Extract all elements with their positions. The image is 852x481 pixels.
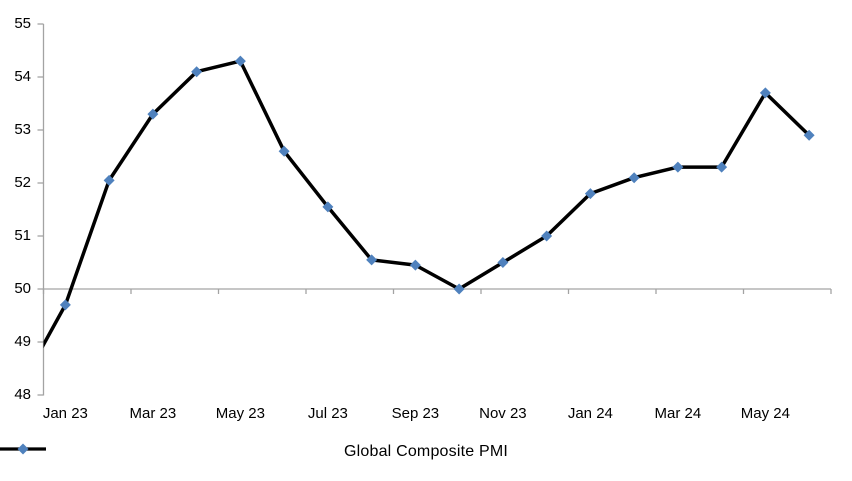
pmi-marker — [191, 66, 203, 78]
y-axis-tick-label: 52 — [14, 174, 31, 191]
pmi-marker — [59, 299, 71, 311]
pmi-marker — [584, 188, 596, 200]
pmi-marker — [628, 172, 640, 184]
x-axis-label: Sep 23 — [391, 405, 440, 422]
x-axis-label: Jan 24 — [567, 405, 613, 422]
pmi-marker — [803, 129, 815, 141]
pmi-marker — [234, 55, 246, 67]
pmi-marker — [409, 259, 421, 271]
y-axis-tick-label: 49 — [14, 333, 31, 350]
y-axis-tick-label: 50 — [14, 280, 31, 297]
pmi-marker — [453, 283, 465, 295]
pmi-marker — [147, 108, 159, 120]
pmi-marker — [541, 230, 553, 242]
pmi-marker — [366, 254, 378, 266]
x-axis-label: May 24 — [740, 405, 790, 422]
y-axis-tick-label: 51 — [14, 227, 31, 244]
pmi-marker — [759, 87, 771, 99]
x-axis-label: Nov 23 — [479, 405, 527, 422]
pmi-marker — [672, 161, 684, 173]
pmi-marker — [278, 145, 290, 157]
legend-line-marker-icon — [0, 443, 46, 455]
legend-label: Global Composite PMI — [343, 443, 509, 460]
y-axis-tick-label: 53 — [14, 121, 31, 138]
y-axis-tick-label: 54 — [14, 68, 31, 85]
pmi-marker — [497, 257, 509, 268]
pmi-line — [43, 59, 811, 349]
x-axis-label: Mar 23 — [129, 405, 177, 422]
x-axis-label: Jul 23 — [307, 405, 348, 422]
x-axis-label: Mar 24 — [654, 405, 702, 422]
y-axis-tick-label: 48 — [14, 386, 31, 403]
x-axis-label: May 23 — [215, 405, 265, 422]
y-axis-tick-label: 55 — [14, 15, 31, 32]
legend: Global Composite PMI — [0, 443, 852, 461]
pmi-marker — [103, 174, 115, 186]
pmi-marker — [716, 161, 728, 173]
pmi-marker — [322, 201, 334, 213]
x-axis-label: Jan 23 — [42, 405, 88, 422]
